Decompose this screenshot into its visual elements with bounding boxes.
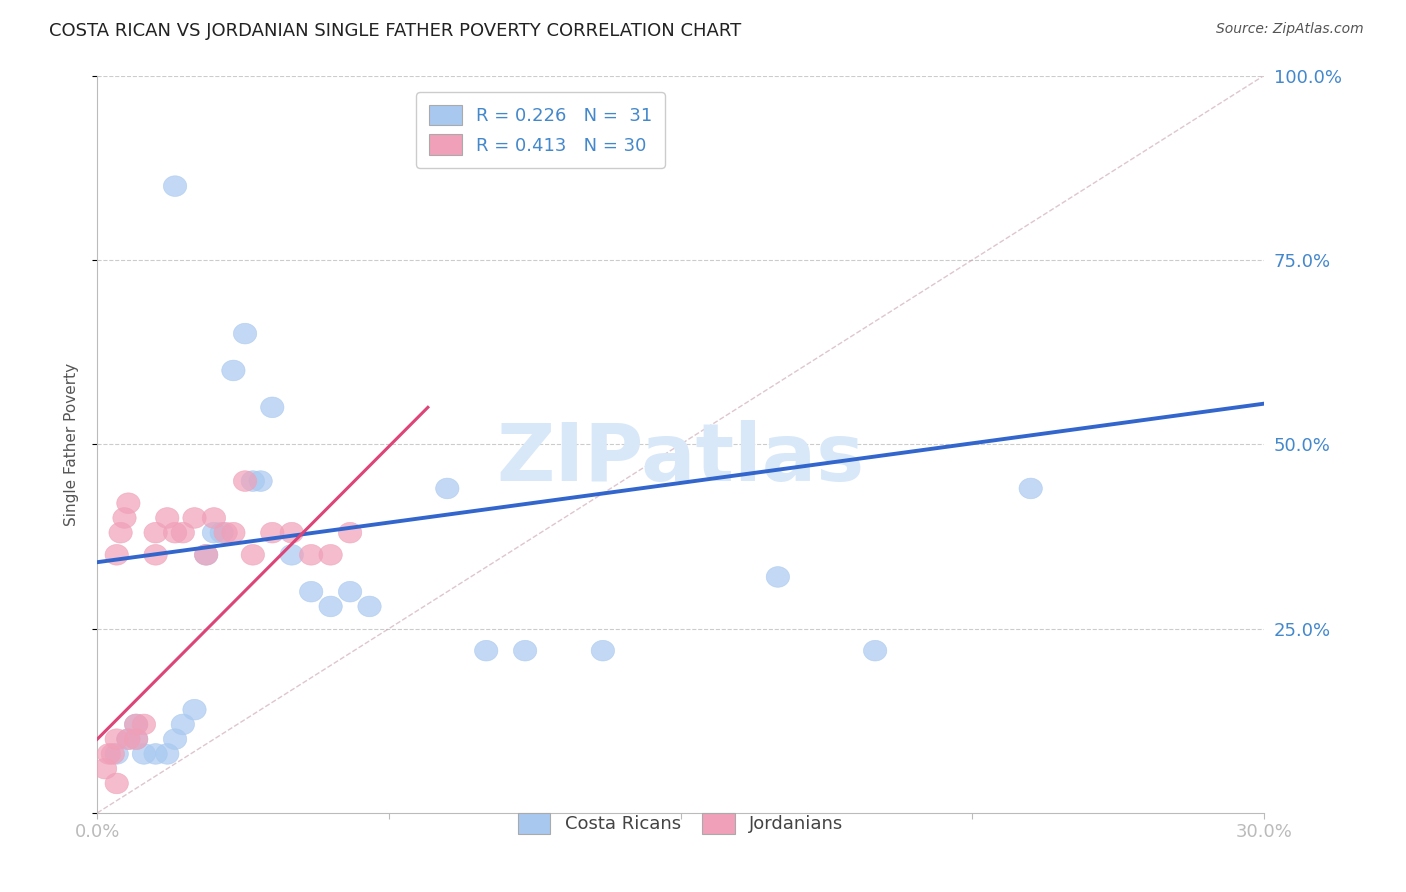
Ellipse shape <box>591 640 614 661</box>
Ellipse shape <box>172 714 194 735</box>
Ellipse shape <box>299 544 323 566</box>
Ellipse shape <box>339 523 361 543</box>
Ellipse shape <box>1019 478 1042 499</box>
Ellipse shape <box>93 758 117 779</box>
Ellipse shape <box>117 729 141 749</box>
Ellipse shape <box>163 523 187 543</box>
Ellipse shape <box>299 582 323 602</box>
Ellipse shape <box>194 544 218 566</box>
Ellipse shape <box>766 566 790 587</box>
Ellipse shape <box>222 523 245 543</box>
Text: ZIPatlas: ZIPatlas <box>496 420 865 498</box>
Legend: Costa Ricans, Jordanians: Costa Ricans, Jordanians <box>510 805 851 841</box>
Ellipse shape <box>105 544 128 566</box>
Ellipse shape <box>125 714 148 735</box>
Ellipse shape <box>183 699 207 720</box>
Ellipse shape <box>117 729 141 749</box>
Ellipse shape <box>163 729 187 749</box>
Ellipse shape <box>156 744 179 764</box>
Ellipse shape <box>202 523 225 543</box>
Ellipse shape <box>143 523 167 543</box>
Ellipse shape <box>242 544 264 566</box>
Ellipse shape <box>319 596 342 616</box>
Ellipse shape <box>105 773 128 794</box>
Ellipse shape <box>280 544 304 566</box>
Ellipse shape <box>105 729 128 749</box>
Ellipse shape <box>125 729 148 749</box>
Ellipse shape <box>214 523 238 543</box>
Ellipse shape <box>183 508 207 528</box>
Ellipse shape <box>117 493 141 514</box>
Ellipse shape <box>863 640 887 661</box>
Ellipse shape <box>249 471 273 491</box>
Ellipse shape <box>194 544 218 566</box>
Ellipse shape <box>280 523 304 543</box>
Ellipse shape <box>143 744 167 764</box>
Ellipse shape <box>260 523 284 543</box>
Ellipse shape <box>359 596 381 616</box>
Ellipse shape <box>339 582 361 602</box>
Ellipse shape <box>233 471 257 491</box>
Ellipse shape <box>125 714 148 735</box>
Ellipse shape <box>108 523 132 543</box>
Ellipse shape <box>132 714 156 735</box>
Ellipse shape <box>112 508 136 528</box>
Ellipse shape <box>436 478 458 499</box>
Ellipse shape <box>513 640 537 661</box>
Ellipse shape <box>163 176 187 196</box>
Text: Source: ZipAtlas.com: Source: ZipAtlas.com <box>1216 22 1364 37</box>
Ellipse shape <box>475 640 498 661</box>
Ellipse shape <box>143 544 167 566</box>
Ellipse shape <box>242 471 264 491</box>
Text: COSTA RICAN VS JORDANIAN SINGLE FATHER POVERTY CORRELATION CHART: COSTA RICAN VS JORDANIAN SINGLE FATHER P… <box>49 22 741 40</box>
Ellipse shape <box>125 729 148 749</box>
Ellipse shape <box>97 744 121 764</box>
Ellipse shape <box>101 744 125 764</box>
Ellipse shape <box>209 523 233 543</box>
Ellipse shape <box>319 544 342 566</box>
Ellipse shape <box>156 508 179 528</box>
Ellipse shape <box>105 744 128 764</box>
Ellipse shape <box>260 397 284 417</box>
Y-axis label: Single Father Poverty: Single Father Poverty <box>65 363 79 525</box>
Ellipse shape <box>132 744 156 764</box>
Ellipse shape <box>233 323 257 344</box>
Ellipse shape <box>172 523 194 543</box>
Ellipse shape <box>222 360 245 381</box>
Ellipse shape <box>202 508 225 528</box>
